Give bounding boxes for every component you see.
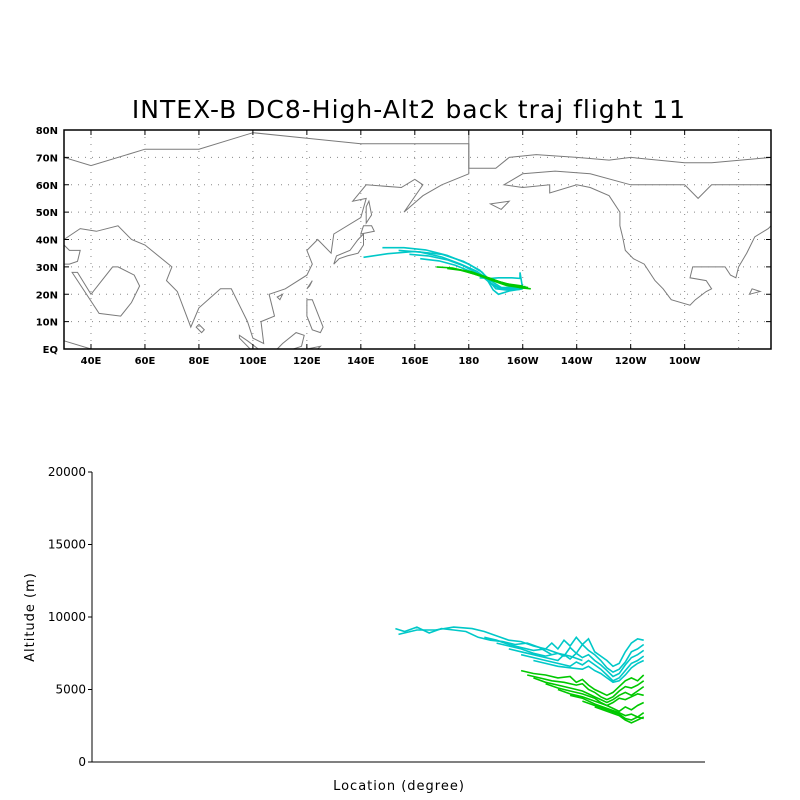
y-tick-label: 10N <box>36 318 58 329</box>
altitude-trajectory-line <box>484 635 644 668</box>
x-tick-label: 180 <box>458 356 479 367</box>
land-outline <box>333 232 364 265</box>
altitude-trajectory-line <box>533 659 645 684</box>
altitude-trajectory-line <box>594 706 645 724</box>
x-tick-label: 40E <box>81 356 102 367</box>
altitude-trajectory-line <box>533 677 645 704</box>
y-tick-label: 50N <box>36 208 58 219</box>
y-tick-label: 30N <box>36 263 58 274</box>
land-outline <box>306 299 324 334</box>
land-outline <box>502 170 772 306</box>
x-tick-label: 160W <box>507 356 539 367</box>
y-tick-label: 60N <box>36 181 58 192</box>
altitude-trajectory-line <box>508 648 645 678</box>
altitude-trajectories <box>395 626 645 724</box>
map-trajectory-line <box>482 275 523 288</box>
altitude-trajectory-line <box>582 700 644 721</box>
land-outline <box>488 200 511 211</box>
land-outline <box>360 225 376 235</box>
x-tick-label: 140E <box>347 356 375 367</box>
altitude-tick-label: 15000 <box>48 538 86 552</box>
altitude-trajectory-line <box>398 626 583 662</box>
land-outline <box>63 132 470 345</box>
altitude-trajectory-line <box>520 669 645 697</box>
map-trajectory-line <box>398 249 521 291</box>
altitude-trajectory-line <box>569 694 645 718</box>
map-y-ticks: EQ 10N 20N 30N 40N 50N 60N 70N 80N <box>36 126 771 356</box>
map-trajectory-line <box>382 246 529 290</box>
y-tick-label: 20N <box>36 290 58 301</box>
y-tick-label: 80N <box>36 126 58 137</box>
x-tick-label: 100W <box>669 356 701 367</box>
altitude-x-label: Location (degree) <box>333 779 465 794</box>
altitude-y-label: Altitude (m) <box>23 572 38 662</box>
altitude-trajectory-line <box>496 642 645 674</box>
land-outline <box>748 288 762 296</box>
map-x-ticks: 40E 60E 80E 100E 120E 140E 160E 180 160W 140W 120W… <box>81 130 701 367</box>
x-tick-label: 80E <box>189 356 210 367</box>
map-panel: 40E 60E 80E 100E 120E 140E 160E 180 160W 140W 120W… <box>36 126 772 367</box>
altitude-tick-label: 5000 <box>55 683 86 697</box>
altitude-y-ticks: 0 5000 10000 15000 20000 <box>48 465 92 769</box>
map-trajectories <box>363 246 531 296</box>
x-tick-label: 120W <box>615 356 647 367</box>
x-tick-label: 60E <box>135 356 156 367</box>
altitude-tick-label: 0 <box>78 755 86 769</box>
land-outline <box>71 266 141 317</box>
land-outline <box>195 323 206 334</box>
land-outline <box>365 199 373 225</box>
y-tick-label: 70N <box>36 153 58 164</box>
altitude-trajectory-line <box>557 688 645 713</box>
map-grid <box>64 130 771 349</box>
x-tick-label: 160E <box>401 356 429 367</box>
x-tick-label: 100E <box>239 356 267 367</box>
altitude-panel: 0 5000 10000 15000 20000 Altitude (m) Locati… <box>23 465 705 794</box>
altitude-trajectory-line <box>520 653 645 682</box>
map-frame <box>64 130 771 349</box>
altitude-trajectory-line <box>527 674 645 701</box>
y-tick-label: 40N <box>36 236 58 247</box>
map-title: INTEX-B DC8-High-Alt2 back traj flight 1… <box>132 95 686 124</box>
land-outline <box>276 293 284 301</box>
altitude-tick-label: 10000 <box>48 610 86 624</box>
y-tick-label: EQ <box>43 345 58 356</box>
land-outline <box>306 280 313 290</box>
altitude-trajectory-line <box>395 626 553 656</box>
x-tick-label: 120E <box>293 356 321 367</box>
x-tick-label: 140W <box>561 356 593 367</box>
altitude-tick-label: 20000 <box>48 465 86 479</box>
